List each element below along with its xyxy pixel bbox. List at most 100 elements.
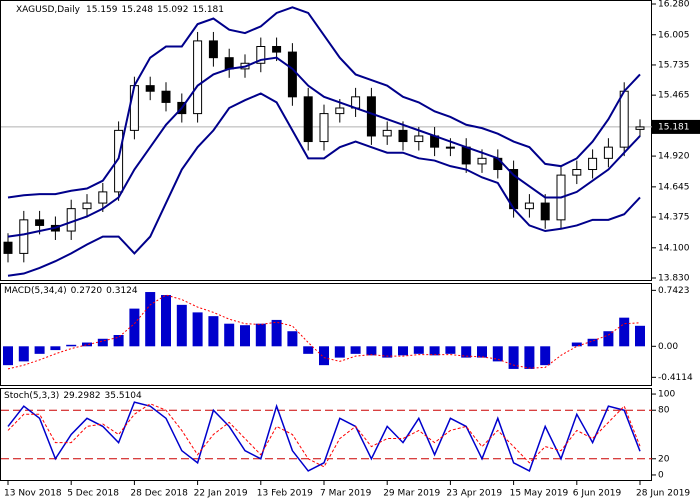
candle-body: [588, 157, 598, 171]
x-tick-label: 5 Dec 2018: [67, 489, 119, 499]
macd-bar: [240, 325, 250, 347]
macd-bar: [477, 346, 487, 358]
x-tick-label: 22 Jan 2019: [194, 489, 248, 499]
macd-bar: [366, 346, 377, 356]
x-tick-label: 28 Dec 2018: [130, 489, 188, 499]
macd-bar: [129, 308, 140, 347]
candle-body: [208, 40, 218, 59]
macd-bar: [3, 346, 13, 366]
bollinger-upper: [7, 6, 641, 199]
macd-bar: [82, 342, 92, 347]
x-tick-label: 28 Jun 2019: [636, 489, 690, 499]
candle-body: [461, 146, 471, 165]
bollinger-lower: [7, 92, 641, 277]
macd-bar: [161, 295, 171, 347]
macd-bar: [571, 342, 582, 347]
main-header: XAGUSD,Daily 15.159 15.248 15.092 15.181: [16, 5, 224, 15]
macd-bar: [413, 346, 424, 354]
close: 15.181: [193, 5, 225, 15]
y-tick-label: 80: [658, 406, 670, 416]
y-tick-label: 15.735: [658, 60, 690, 70]
macd-bar: [619, 317, 630, 347]
y-tick-label: 14.100: [658, 243, 690, 253]
macd-panel: [0, 283, 652, 386]
candle-body: [224, 57, 234, 70]
macd-bar: [429, 346, 440, 356]
macd-bar: [97, 338, 108, 347]
macd-bar: [587, 338, 598, 347]
candle-body: [66, 208, 76, 232]
y-tick-label: 20: [658, 454, 670, 464]
x-tick-label: 13 Feb 2019: [257, 489, 313, 499]
macd-bar: [66, 344, 77, 347]
symbol: XAGUSD,Daily: [16, 5, 81, 15]
macd-bar: [113, 335, 124, 347]
macd-bar: [492, 346, 503, 362]
macd-bar: [34, 346, 45, 354]
line: [7, 403, 641, 468]
macd-bar: [540, 346, 551, 366]
high: 15.248: [122, 5, 154, 15]
candle-body: [35, 219, 45, 226]
main-panel: [0, 0, 652, 281]
candle-body: [477, 157, 487, 165]
macd-bar: [382, 346, 393, 358]
macd-title: MACD(5,34,4): [4, 286, 67, 296]
macd-header: MACD(5,34,4) 0.2720 0.3124: [4, 286, 138, 296]
current-price-label: 15.181: [658, 122, 690, 132]
candle-body: [414, 135, 424, 143]
y-tick-label: 0.00: [658, 342, 678, 352]
stoch-title: Stoch(5,3,3): [4, 391, 59, 401]
macd-bar: [635, 325, 645, 347]
open: 15.159: [86, 5, 118, 15]
macd-bar: [224, 323, 235, 347]
candle-body: [382, 129, 392, 137]
candle-body: [635, 126, 645, 130]
macd-bar: [508, 346, 519, 369]
candle-body: [619, 90, 629, 148]
macd-bar: [461, 346, 472, 358]
candle-body: [540, 202, 550, 221]
candle-body: [445, 146, 455, 149]
macd-bar: [303, 346, 314, 354]
macd-signal-value: 0.3124: [106, 286, 138, 296]
candle-body: [98, 191, 108, 204]
x-tick-label: 6 Jun 2019: [573, 489, 622, 499]
candle-body: [19, 219, 29, 254]
macd-bar: [50, 346, 61, 351]
y-tick-label: 100: [658, 390, 675, 400]
line: [7, 401, 641, 472]
candle-body: [303, 96, 313, 143]
line: [7, 294, 641, 370]
x-tick-label: 7 Mar 2019: [320, 489, 372, 499]
candle-body: [319, 113, 329, 143]
y-tick-label: 16.005: [658, 30, 690, 40]
candle-body: [145, 85, 155, 92]
macd-bar: [398, 346, 408, 356]
candle-body: [287, 51, 297, 98]
candle-body: [335, 107, 345, 115]
candle-body: [161, 90, 171, 103]
macd-bar: [255, 323, 266, 347]
y-tick-label: 16.280: [658, 0, 690, 10]
x-tick-label: 23 Apr 2019: [446, 489, 502, 499]
stoch-panel: [0, 388, 652, 481]
y-tick-label: -0.4114: [658, 373, 693, 383]
candle-body: [572, 169, 582, 176]
y-tick-label: 0.7423: [658, 286, 690, 296]
macd-bar: [176, 304, 187, 347]
y-tick-label: 14.920: [658, 152, 690, 162]
bollinger-middle: [7, 56, 641, 238]
stoch-header: Stoch(5,3,3) 29.2982 35.5104: [4, 391, 142, 401]
macd-bar: [524, 346, 535, 369]
macd-bar: [350, 346, 361, 354]
candle-body: [82, 202, 92, 210]
macd-bar: [445, 346, 456, 354]
macd-bar: [145, 292, 156, 347]
candle-body: [129, 85, 139, 131]
candle-body: [114, 129, 124, 193]
y-tick-label: 14.375: [658, 213, 690, 223]
low: 15.092: [157, 5, 189, 15]
candle-body: [256, 45, 266, 64]
